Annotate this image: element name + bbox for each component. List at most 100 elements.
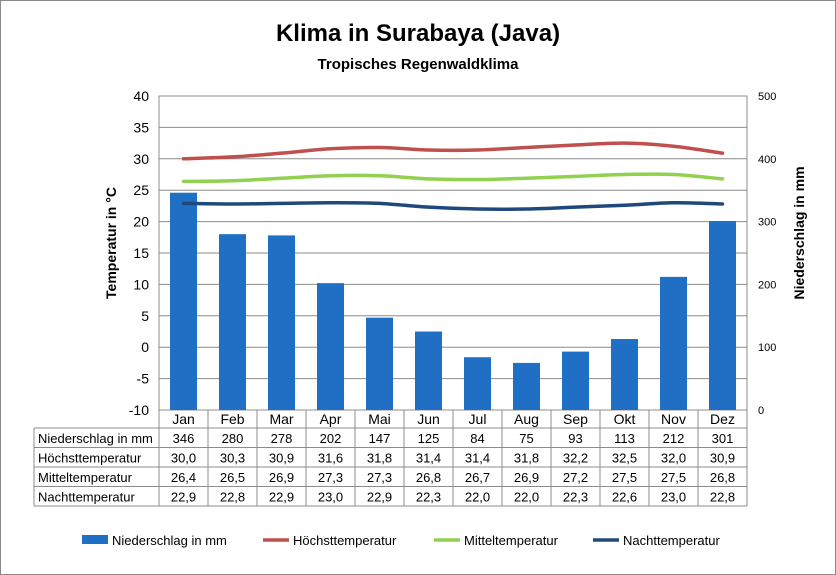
- table-cell-value: 32,0: [661, 451, 686, 466]
- table-cell-value: 22,9: [367, 490, 392, 505]
- month-label: Dez: [710, 411, 735, 427]
- table-cell-value: 30,0: [171, 451, 196, 466]
- table-cell-value: 22,3: [563, 490, 588, 505]
- right-axis-title: Niederschlag in mm: [791, 166, 807, 299]
- table-cell-value: 30,9: [269, 451, 294, 466]
- precipitation-bar: [415, 331, 442, 410]
- table-cell-value: 31,4: [416, 451, 441, 466]
- precipitation-bar: [709, 220, 736, 410]
- precipitation-bar: [660, 276, 687, 410]
- right-axis-tick-label: 100: [758, 342, 776, 354]
- table-cell-value: 27,5: [661, 470, 686, 485]
- table-cell-value: 75: [519, 431, 533, 446]
- month-label: Apr: [320, 411, 342, 427]
- left-axis-tick-label: 30: [133, 151, 149, 167]
- table-cell-value: 30,9: [710, 451, 735, 466]
- table-cell-value: 31,8: [367, 451, 392, 466]
- table-cell-value: 301: [712, 431, 734, 446]
- table-cell-value: 22,3: [416, 490, 441, 505]
- left-axis-tick-label: 35: [133, 119, 149, 135]
- month-label: Okt: [614, 411, 636, 427]
- precipitation-bar: [513, 362, 540, 410]
- max-temperature-line: [181, 141, 725, 161]
- table-cell-value: 93: [568, 431, 582, 446]
- table-cell-value: 27,5: [612, 470, 637, 485]
- table-cell-value: 202: [320, 431, 342, 446]
- table-cell-value: 22,9: [269, 490, 294, 505]
- legend-label: Nachttemperatur: [623, 533, 720, 548]
- table-cell-value: 23,0: [318, 490, 343, 505]
- month-label: Aug: [514, 411, 539, 427]
- precipitation-bar: [317, 283, 344, 410]
- table-cell-value: 27,2: [563, 470, 588, 485]
- legend-label: Mitteltemperatur: [464, 533, 559, 548]
- right-axis-tick-label: 300: [758, 217, 776, 229]
- left-axis-tick-label: 15: [133, 245, 149, 261]
- left-axis-tick-label: 40: [133, 88, 149, 104]
- table-cell-value: 27,3: [318, 470, 343, 485]
- table-cell-value: 32,2: [563, 451, 588, 466]
- month-label: Mar: [269, 411, 293, 427]
- table-cell-value: 31,4: [465, 451, 490, 466]
- table-cell-value: 84: [470, 431, 484, 446]
- table-cell-value: 27,3: [367, 470, 392, 485]
- table-cell-value: 113: [614, 431, 635, 446]
- precipitation-bar: [366, 317, 393, 410]
- precipitation-bar: [611, 339, 638, 410]
- table-row-header: Niederschlag in mm: [38, 431, 153, 446]
- left-axis-tick-label: -10: [129, 402, 149, 418]
- table-cell-value: 22,0: [465, 490, 490, 505]
- left-axis-tick-label: 20: [133, 214, 149, 230]
- table-cell-value: 26,4: [171, 470, 196, 485]
- table-cell-value: 147: [369, 431, 391, 446]
- right-axis-tick-label: 0: [758, 405, 764, 417]
- table-cell-value: 26,5: [220, 470, 245, 485]
- table-cell-value: 22,6: [612, 490, 637, 505]
- legend-label: Niederschlag in mm: [112, 533, 227, 548]
- table-cell-value: 26,8: [710, 470, 735, 485]
- table-row-header: Nachttemperatur: [38, 490, 135, 505]
- table-cell-value: 125: [418, 431, 440, 446]
- night-temperature-line: [181, 200, 725, 212]
- table-cell-value: 26,7: [465, 470, 490, 485]
- table-cell-value: 22,8: [710, 490, 735, 505]
- table-cell-value: 22,9: [171, 490, 196, 505]
- left-axis-tick-label: -5: [137, 371, 150, 387]
- month-label: Jan: [172, 411, 195, 427]
- table-cell-value: 26,9: [514, 470, 539, 485]
- table-cell-value: 346: [173, 431, 195, 446]
- precipitation-bar: [268, 235, 295, 410]
- left-axis-title: Temperatur in °C: [103, 187, 119, 299]
- right-axis-tick-label: 200: [758, 279, 776, 291]
- table-cell-value: 22,8: [220, 490, 245, 505]
- precipitation-bar: [170, 192, 197, 410]
- month-label: Jun: [417, 411, 440, 427]
- table-cell-value: 212: [663, 431, 685, 446]
- chart-subtitle: Tropisches Regenwaldklima: [317, 56, 519, 73]
- month-label: Mai: [368, 411, 391, 427]
- right-axis-tick-label: 500: [758, 91, 776, 103]
- chart-title: Klima in Surabaya (Java): [275, 20, 561, 47]
- table-cell-value: 26,9: [269, 470, 294, 485]
- month-label: Sep: [563, 411, 588, 427]
- right-axis-tick-label: 400: [758, 154, 776, 166]
- table-cell-value: 278: [271, 431, 293, 446]
- table-cell-value: 23,0: [661, 490, 686, 505]
- table-cell-value: 31,8: [514, 451, 539, 466]
- month-label: Feb: [220, 411, 244, 427]
- month-label: Nov: [661, 411, 686, 427]
- left-axis-tick-label: 0: [141, 339, 149, 355]
- precipitation-bar: [219, 234, 246, 410]
- precipitation-bar: [562, 351, 589, 410]
- legend-label: Höchsttemperatur: [293, 533, 397, 548]
- mean-temperature-line: [181, 172, 725, 184]
- precipitation-bar: [464, 357, 491, 410]
- left-axis-tick-label: 10: [133, 276, 149, 292]
- left-axis-tick-label: 5: [141, 308, 149, 324]
- left-axis-tick-label: 25: [133, 182, 149, 198]
- table-cell-value: 26,8: [416, 470, 441, 485]
- table-cell-value: 280: [222, 431, 244, 446]
- table-row-header: Höchsttemperatur: [38, 451, 142, 466]
- table-cell-value: 30,3: [220, 451, 245, 466]
